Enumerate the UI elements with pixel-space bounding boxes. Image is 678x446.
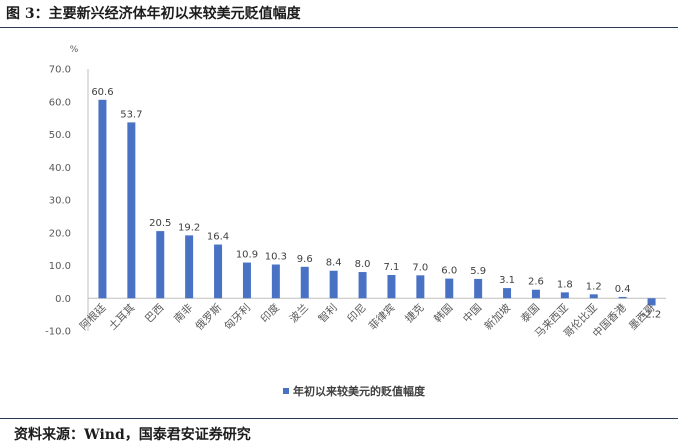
y-tick-labels: 70.0 60.0 50.0 40.0 30.0 20.0 10.0 0.0 -10.0 — [45, 65, 71, 338]
data-label: 1.2 — [586, 281, 602, 292]
data-label: 10.9 — [236, 250, 258, 261]
category-label: 中国 — [460, 301, 484, 325]
category-label: 土耳其 — [106, 301, 137, 332]
data-label: 8.4 — [326, 258, 342, 269]
data-label: 16.4 — [207, 232, 229, 243]
category-label: 匈牙利 — [222, 301, 253, 332]
category-label: 新加坡 — [482, 301, 514, 333]
bar — [156, 231, 165, 299]
source-note: 资料来源：Wind，国泰君安证券研究 — [14, 427, 251, 443]
legend-swatch — [283, 388, 289, 394]
y-tick-label: 50.0 — [49, 130, 71, 141]
data-label: 0.4 — [615, 284, 631, 295]
category-label: 阿根廷 — [77, 301, 109, 333]
bar — [503, 288, 512, 299]
bar — [589, 294, 598, 299]
legend: 年初以来较美元的贬值幅度 — [283, 384, 426, 398]
data-label: -2.2 — [642, 309, 662, 320]
data-label: 7.0 — [412, 262, 428, 273]
bar — [474, 278, 483, 299]
source-rule — [0, 418, 678, 419]
y-tick-label: 40.0 — [49, 163, 71, 174]
bar — [98, 99, 107, 299]
y-tick-label: 0.0 — [55, 294, 71, 305]
bar — [185, 235, 194, 299]
bar — [329, 270, 338, 299]
y-tick-label: 60.0 — [49, 97, 71, 108]
data-label: 53.7 — [120, 109, 142, 120]
bar — [560, 292, 569, 299]
data-label: 10.3 — [265, 252, 287, 263]
category-label: 波兰 — [287, 301, 311, 325]
data-label: 7.1 — [383, 262, 399, 273]
y-tick-label: 30.0 — [49, 196, 71, 207]
category-label: 智利 — [316, 301, 340, 325]
data-label: 20.5 — [149, 218, 171, 229]
title-rule — [0, 27, 678, 28]
bar — [387, 274, 396, 299]
bar — [127, 122, 136, 299]
category-label: 菲律宾 — [366, 301, 397, 332]
bar — [618, 296, 627, 299]
y-tick-label: 20.0 — [49, 228, 71, 239]
category-label: 南非 — [171, 301, 195, 325]
data-label: 1.8 — [557, 279, 573, 290]
data-label: 6.0 — [441, 266, 457, 277]
bar — [445, 278, 454, 299]
bar-chart: % 70.0 60.0 50.0 40.0 30.0 20.0 10.0 0.0 -10.0 6… — [45, 45, 666, 398]
bar — [271, 264, 280, 299]
bar — [214, 244, 223, 299]
data-label: 19.2 — [178, 222, 200, 233]
category-label: 印度 — [258, 301, 282, 325]
bar — [647, 298, 656, 306]
y-tick-label: 70.0 — [49, 65, 71, 76]
category-label: 韩国 — [431, 301, 455, 325]
y-axis-unit: % — [70, 45, 79, 55]
data-label: 2.6 — [528, 277, 544, 288]
data-labels: 60.6 53.7 20.5 19.2 16.4 10.9 10.3 9.6 8.4 8.0 7.1… — [91, 87, 661, 321]
bar — [358, 272, 367, 299]
bar — [531, 289, 540, 299]
category-label: 俄罗斯 — [193, 301, 225, 333]
y-tick-label: 10.0 — [49, 261, 71, 272]
data-label: 3.1 — [499, 275, 515, 286]
bars — [98, 99, 656, 306]
bar — [242, 262, 251, 299]
data-label: 9.6 — [297, 254, 313, 265]
category-label: 印尼 — [345, 302, 368, 325]
bar — [416, 275, 425, 299]
y-tick-label: -10.0 — [45, 327, 71, 338]
category-label: 泰国 — [518, 301, 542, 325]
legend-label: 年初以来较美元的贬值幅度 — [293, 384, 426, 398]
data-label: 60.6 — [91, 87, 113, 98]
category-label: 捷克 — [402, 301, 426, 325]
data-label: 5.9 — [470, 266, 486, 277]
category-label: 巴西 — [143, 302, 166, 325]
figure-title: 图 3：主要新兴经济体年初以来较美元贬值幅度 — [6, 6, 301, 22]
bar — [300, 266, 309, 299]
data-label: 8.0 — [355, 259, 371, 270]
